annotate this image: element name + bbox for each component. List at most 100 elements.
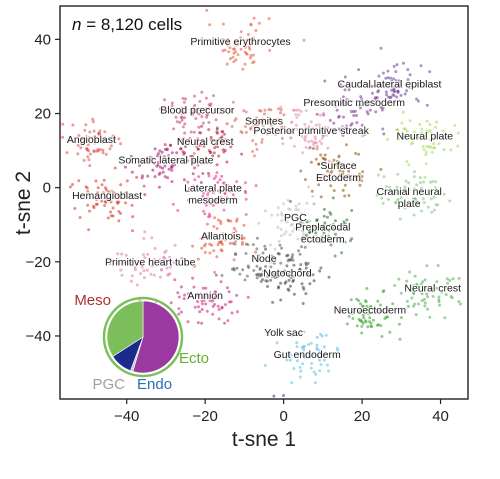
point [320,142,324,146]
point [354,175,357,179]
count-n: n [72,15,81,34]
point [418,176,422,180]
point [152,273,156,277]
point [332,158,336,162]
point [212,94,215,98]
point [285,220,289,224]
point [420,209,424,213]
point [169,301,173,305]
point [449,148,453,152]
point [304,145,308,149]
point [120,273,124,277]
point [425,264,429,268]
point [205,113,209,116]
point [217,189,221,193]
point [127,263,131,267]
point [205,8,209,12]
point [255,276,259,280]
point [339,129,343,133]
point [429,197,433,201]
point [407,181,411,185]
point [142,237,146,240]
point [292,367,296,370]
point [315,218,319,222]
point [430,192,433,196]
point [298,267,302,271]
point [229,189,232,193]
point [153,247,157,250]
point [332,121,336,125]
point [138,164,142,167]
cluster-label: Blood precursor [160,105,235,117]
point [196,147,200,151]
point [440,290,444,294]
point [200,302,204,306]
point [337,155,341,159]
point [206,196,209,200]
cluster-label: Somites [245,116,283,128]
point [331,223,335,226]
point [200,115,204,119]
point [232,227,236,230]
point [327,275,331,279]
cluster-label: Allantois [201,231,241,243]
point [304,126,308,130]
point [417,203,421,207]
point [432,195,436,199]
point [296,208,300,212]
point [175,120,179,124]
point [341,239,345,243]
point [94,202,98,206]
point [88,130,92,134]
point [342,115,345,119]
point [252,60,256,64]
point [365,287,369,290]
point [444,293,448,296]
point [292,292,296,296]
point [412,197,416,201]
point [342,102,346,106]
point [252,53,255,57]
point [388,81,392,85]
point [176,291,180,295]
point [183,131,187,135]
point [318,139,322,143]
point [290,255,294,259]
point [375,308,379,312]
point [220,174,224,178]
point [273,133,277,137]
point [314,234,318,238]
point [257,121,261,125]
cluster-label: Gut endoderm [274,349,341,361]
point [314,228,318,232]
point [223,321,227,325]
point [412,175,416,179]
point [78,216,82,219]
point [211,305,215,308]
point [422,180,426,184]
point [325,363,329,367]
point [166,176,170,180]
point [331,238,335,242]
point [255,247,259,251]
point [319,195,323,199]
point [264,279,268,283]
point [276,252,280,255]
point [437,295,441,299]
point [264,247,267,251]
point [117,210,121,213]
point [83,136,87,140]
point [204,141,208,145]
point [321,156,325,160]
point [140,262,144,266]
point [309,341,313,345]
point [255,264,259,268]
point [270,213,274,217]
point [289,136,293,140]
point [232,47,235,51]
point [294,113,298,117]
point [230,125,234,128]
point [364,300,368,304]
point [442,192,446,196]
cluster-label: Surface Ectoderm [316,160,361,184]
